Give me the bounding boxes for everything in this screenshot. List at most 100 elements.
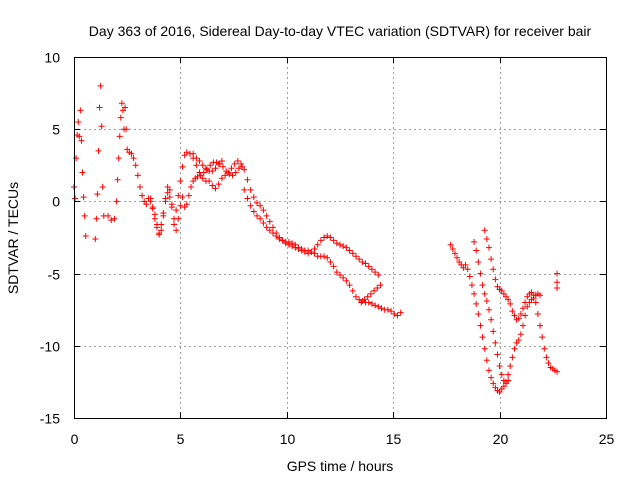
data-point	[229, 172, 236, 179]
data-point	[130, 155, 137, 162]
data-point	[333, 240, 340, 247]
data-point	[477, 270, 484, 277]
data-point	[226, 170, 233, 177]
axis-ticks: 0 5 10 15 20 25 -15 -10 -5 0 5 10	[40, 50, 615, 448]
data-point	[327, 259, 334, 266]
data-point	[173, 207, 180, 214]
data-point	[76, 133, 83, 140]
data-point	[498, 371, 505, 378]
data-point	[490, 328, 497, 335]
data-point	[483, 357, 490, 364]
data-point	[333, 269, 340, 276]
data-point	[188, 183, 195, 190]
data-point	[151, 215, 158, 222]
data-point	[374, 285, 381, 292]
data-point	[232, 169, 239, 176]
data-point	[485, 306, 492, 313]
x-tick-label: 5	[177, 431, 185, 447]
data-point	[92, 235, 99, 242]
data-point	[75, 118, 82, 125]
data-point	[340, 243, 347, 250]
data-point	[349, 287, 356, 294]
data-point	[377, 282, 384, 289]
data-point	[367, 290, 374, 297]
data-point	[136, 183, 143, 190]
data-point	[115, 155, 122, 162]
data-point	[352, 293, 359, 300]
data-point	[234, 157, 241, 164]
data-point	[79, 169, 86, 176]
data-point	[171, 221, 178, 228]
data-point	[289, 243, 296, 250]
data-point	[118, 100, 125, 107]
data-point	[168, 201, 175, 208]
data-point	[375, 272, 382, 279]
data-point	[298, 247, 305, 254]
data-point	[179, 163, 186, 170]
data-point	[494, 351, 501, 358]
data-point	[554, 279, 561, 286]
data-point	[464, 266, 471, 273]
data-point	[139, 192, 146, 199]
data-point	[93, 215, 100, 222]
data-point	[479, 334, 486, 341]
data-point	[209, 182, 216, 189]
chart-title: Day 363 of 2016, Sidereal Day-to-day VTE…	[89, 23, 592, 39]
data-point	[361, 296, 368, 303]
data-point	[492, 339, 499, 346]
data-point	[475, 259, 482, 266]
data-point	[193, 155, 200, 162]
data-point	[532, 299, 539, 306]
data-point	[524, 303, 531, 310]
data-point	[490, 266, 497, 273]
data-point	[257, 202, 264, 209]
data-point	[330, 263, 337, 270]
data-point	[250, 208, 257, 215]
data-point	[520, 322, 527, 329]
data-point	[183, 149, 190, 156]
data-point	[94, 191, 101, 198]
data-point	[362, 260, 369, 267]
data-point	[276, 235, 283, 242]
data-point	[209, 168, 216, 175]
data-point	[177, 202, 184, 209]
data-point	[509, 308, 516, 315]
data-point	[78, 137, 85, 144]
data-point	[185, 192, 192, 199]
data-point	[346, 247, 353, 254]
data-point	[72, 195, 79, 202]
data-series	[71, 82, 561, 396]
data-point	[481, 290, 488, 297]
data-point	[202, 165, 209, 172]
data-point	[239, 163, 246, 170]
data-point	[471, 238, 478, 245]
data-point	[481, 345, 488, 352]
data-point	[471, 290, 478, 297]
data-point	[372, 302, 379, 309]
data-point	[273, 233, 280, 240]
data-point	[244, 176, 251, 183]
data-point	[454, 254, 461, 261]
data-point	[158, 221, 165, 228]
data-point	[260, 207, 267, 214]
data-point	[447, 241, 454, 248]
data-point	[212, 165, 219, 172]
data-point	[378, 305, 385, 312]
data-point	[371, 287, 378, 294]
data-point	[483, 235, 490, 242]
data-point	[247, 186, 254, 193]
data-point	[477, 322, 484, 329]
data-point	[81, 212, 88, 219]
y-axis-label: SDTVAR / TECUs	[5, 182, 21, 294]
data-point	[222, 172, 229, 179]
y-tick-label: -10	[40, 339, 60, 355]
data-point	[206, 178, 213, 185]
data-point	[82, 233, 89, 240]
data-point	[116, 133, 123, 140]
data-point	[215, 160, 222, 167]
data-point	[365, 263, 372, 270]
data-point	[543, 354, 550, 361]
data-point	[488, 374, 495, 381]
data-point	[365, 299, 372, 306]
data-point	[391, 311, 398, 318]
